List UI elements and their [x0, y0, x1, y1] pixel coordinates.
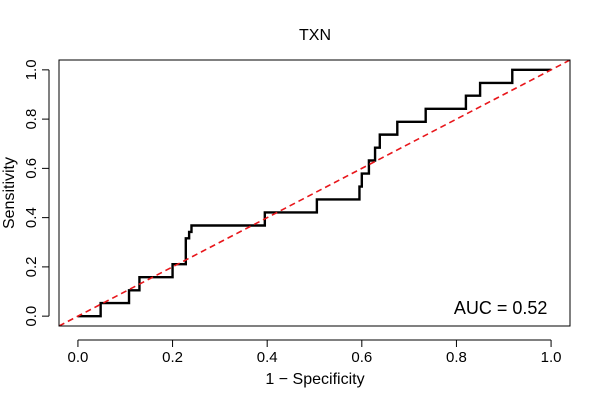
x-axis: 0.0 0.2 0.4 0.6 0.8 1.0: [67, 339, 562, 366]
y-tick-label: 0.4: [23, 207, 40, 228]
x-axis-label: 1 − Specificity: [265, 371, 364, 388]
auc-annotation: AUC = 0.52: [454, 298, 548, 318]
y-tick-label: 0.0: [23, 306, 40, 327]
reference-diagonal-line: [59, 60, 570, 326]
x-tick-label: 0.4: [257, 349, 278, 366]
y-tick-label: 0.2: [23, 256, 40, 277]
x-tick-label: 0.2: [162, 349, 183, 366]
x-tick-label: 0.0: [67, 349, 88, 366]
y-tick-label: 1.0: [23, 59, 40, 80]
chart-title: TXN: [299, 27, 331, 44]
x-tick-label: 0.6: [351, 349, 372, 366]
series-layer: [59, 60, 570, 326]
y-axis-label: Sensitivity: [1, 157, 18, 229]
x-tick-label: 0.8: [446, 349, 467, 366]
x-tick-label: 1.0: [541, 349, 562, 366]
y-tick-label: 0.8: [23, 109, 40, 130]
plot-frame: [58, 59, 571, 327]
y-tick-label: 0.6: [23, 158, 40, 179]
y-axis: 0.0 0.2 0.4 0.6 0.8 1.0: [23, 59, 50, 327]
roc-curve-line: [77, 68, 552, 318]
